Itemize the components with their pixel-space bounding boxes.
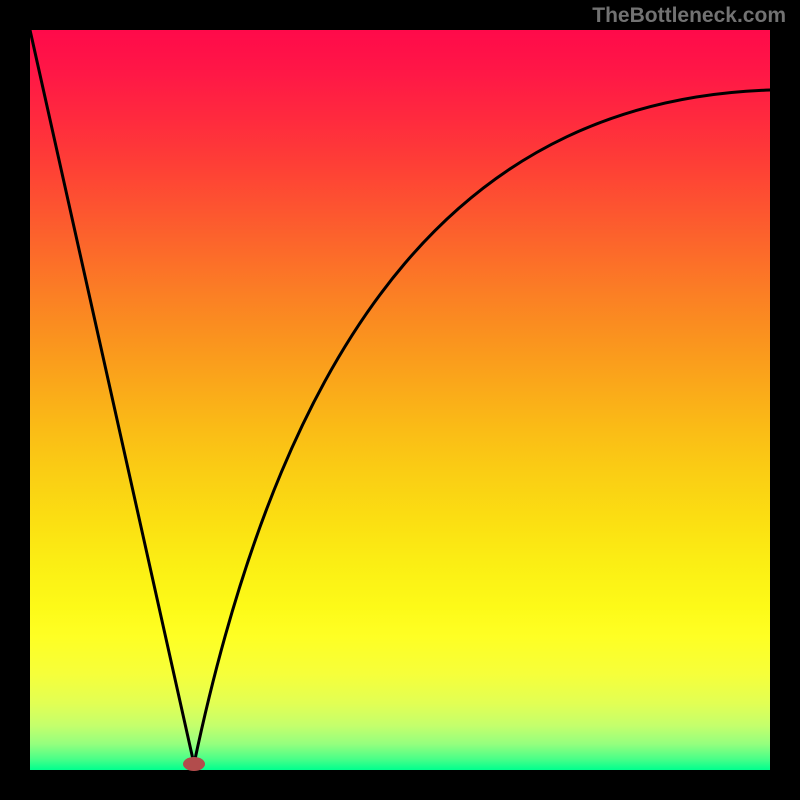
plot-background bbox=[30, 30, 770, 770]
chart-container: TheBottleneck.com bbox=[0, 0, 800, 800]
bottleneck-chart bbox=[0, 0, 800, 800]
curve-min-marker bbox=[183, 757, 205, 771]
